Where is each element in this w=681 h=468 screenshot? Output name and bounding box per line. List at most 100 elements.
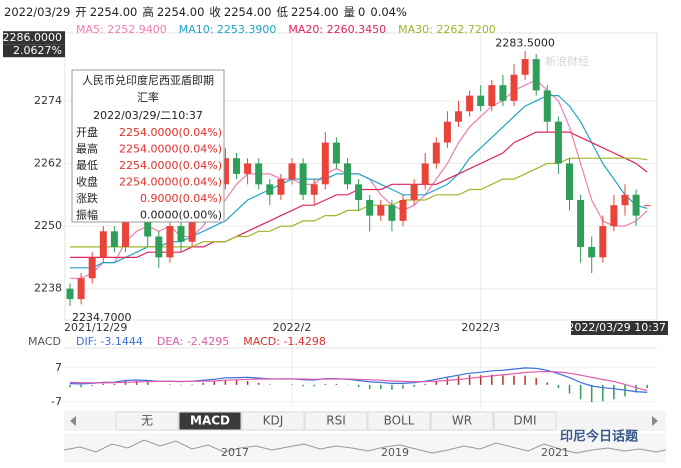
candle-body bbox=[299, 163, 307, 195]
tab-label[interactable]: BOLL bbox=[384, 414, 415, 428]
navigator-year: 2019 bbox=[381, 446, 409, 459]
legend-entry: MA10: 2253.3900 bbox=[179, 23, 277, 36]
y-tick-label: 2262 bbox=[34, 156, 62, 169]
candle-body bbox=[510, 74, 518, 101]
macd-tick-label: -7 bbox=[51, 395, 62, 408]
candle-body bbox=[610, 205, 618, 227]
header-text: 2254.00 bbox=[90, 5, 138, 19]
tooltip-title: 汇率 bbox=[137, 90, 159, 104]
header-text: 高 bbox=[142, 5, 154, 19]
plot-frame bbox=[64, 32, 658, 321]
candle-body bbox=[599, 226, 607, 258]
crosshair-pct: 2.0627% bbox=[13, 44, 62, 57]
tab[interactable] bbox=[367, 411, 431, 431]
tab-label[interactable]: WR bbox=[452, 414, 472, 428]
candle-body bbox=[632, 194, 640, 216]
tooltip-value: 2254.0000(0.04%) bbox=[119, 159, 222, 172]
candle-body bbox=[432, 142, 440, 164]
navigator-bg bbox=[64, 433, 666, 463]
candle-body bbox=[66, 288, 74, 300]
header-text: 0 bbox=[358, 5, 365, 19]
x-tick-label: 2022/3 bbox=[461, 321, 500, 334]
candle-body bbox=[466, 95, 474, 112]
crosshair-price: 2286.0000 bbox=[3, 31, 63, 44]
candle-body bbox=[388, 205, 396, 221]
navigator: 2017 2019 2021 bbox=[63, 433, 667, 463]
crosshair-time-box bbox=[571, 321, 668, 335]
tab-label[interactable]: KDJ bbox=[263, 414, 284, 428]
header-text: 低 bbox=[276, 5, 288, 19]
macd-legend: DEA: -2.4295 bbox=[157, 335, 229, 348]
candle-body bbox=[255, 163, 263, 185]
macd-panel: MACD DIF: -3.1444 DEA: -2.4295 MACD: -1.429… bbox=[28, 335, 657, 408]
tooltip-title: 人民币兑印度尼西亚盾即期 bbox=[82, 73, 214, 87]
tab[interactable] bbox=[241, 411, 305, 431]
candle-body bbox=[266, 184, 274, 195]
legend-entry: MA5: 2252.9400 bbox=[76, 23, 167, 36]
tooltip-value: 2254.0000(0.04%) bbox=[119, 126, 222, 139]
candle-body bbox=[588, 246, 596, 258]
candle-body bbox=[366, 199, 374, 216]
macd-legend: DIF: -3.1444 bbox=[76, 335, 143, 348]
tab-next[interactable] bbox=[652, 416, 658, 426]
candle-body bbox=[399, 199, 407, 221]
candle-body bbox=[488, 85, 496, 107]
tab[interactable] bbox=[115, 411, 179, 431]
tab[interactable] bbox=[493, 411, 557, 431]
x-tick-label: 2022/2 bbox=[273, 321, 312, 334]
header-text: 2022/03/29 bbox=[4, 5, 70, 19]
y-tick-label: 2274 bbox=[34, 94, 62, 107]
candle-body bbox=[377, 205, 385, 216]
watermark: 新浪财经 bbox=[545, 54, 589, 68]
crosshair-price-box bbox=[3, 31, 65, 45]
tooltip-label: 最高 bbox=[76, 142, 98, 156]
candle-body bbox=[144, 215, 152, 237]
candle-body bbox=[277, 179, 285, 195]
indicator-tabs: 无 MACD KDJ RSI BOLL WR DMI bbox=[64, 411, 666, 431]
tooltip-value: 0.0000(0.00%) bbox=[140, 209, 222, 222]
candle-body bbox=[332, 142, 340, 164]
tooltip-value: 2254.0000(0.04%) bbox=[119, 176, 222, 189]
indicator-line bbox=[69, 370, 648, 392]
header-text: 开 bbox=[75, 5, 87, 19]
candle-body bbox=[477, 95, 485, 107]
tab[interactable] bbox=[178, 411, 242, 431]
candle-body bbox=[177, 226, 185, 242]
macd-title: MACD bbox=[28, 335, 61, 348]
tab[interactable] bbox=[304, 411, 368, 431]
indicator-line bbox=[70, 95, 648, 269]
tooltip-label: 收盘 bbox=[76, 175, 98, 189]
tab-label[interactable]: DMI bbox=[513, 414, 536, 428]
header-text: 0.04% bbox=[370, 5, 407, 19]
tab[interactable] bbox=[430, 411, 494, 431]
macd-tick-label: 7 bbox=[55, 361, 62, 374]
candle-body bbox=[577, 199, 585, 247]
min-label: 2234.7000 bbox=[72, 311, 132, 324]
tab-prev[interactable] bbox=[70, 416, 76, 426]
tab-label[interactable]: 无 bbox=[141, 414, 153, 428]
candle-body bbox=[110, 231, 118, 247]
candle-body bbox=[221, 158, 229, 185]
tab-label[interactable]: RSI bbox=[326, 414, 346, 428]
candle-body bbox=[443, 121, 451, 143]
candle-body bbox=[321, 142, 329, 185]
header-text: 2254.00 bbox=[291, 5, 339, 19]
tooltip-box bbox=[71, 69, 225, 223]
tooltip-value: 2254.0000(0.04%) bbox=[119, 143, 222, 156]
candle-body bbox=[155, 236, 163, 258]
y-tick-label: 2250 bbox=[34, 219, 62, 232]
tab-label[interactable]: MACD bbox=[190, 414, 230, 428]
candle-body bbox=[188, 215, 196, 242]
candle-body bbox=[554, 121, 562, 164]
tooltip-label: 开盘 bbox=[76, 125, 98, 139]
candle-body bbox=[455, 111, 462, 122]
navigator-line bbox=[63, 439, 667, 454]
candle-body bbox=[166, 226, 174, 258]
candle-body bbox=[288, 163, 296, 180]
candle-body bbox=[621, 194, 629, 206]
candle-body bbox=[532, 59, 540, 91]
legend-entry: MA30: 2262.7200 bbox=[398, 23, 496, 36]
tooltip-label: 涨跌 bbox=[76, 191, 98, 205]
max-label: 2283.5000 bbox=[495, 36, 555, 49]
candle-body bbox=[77, 278, 85, 300]
